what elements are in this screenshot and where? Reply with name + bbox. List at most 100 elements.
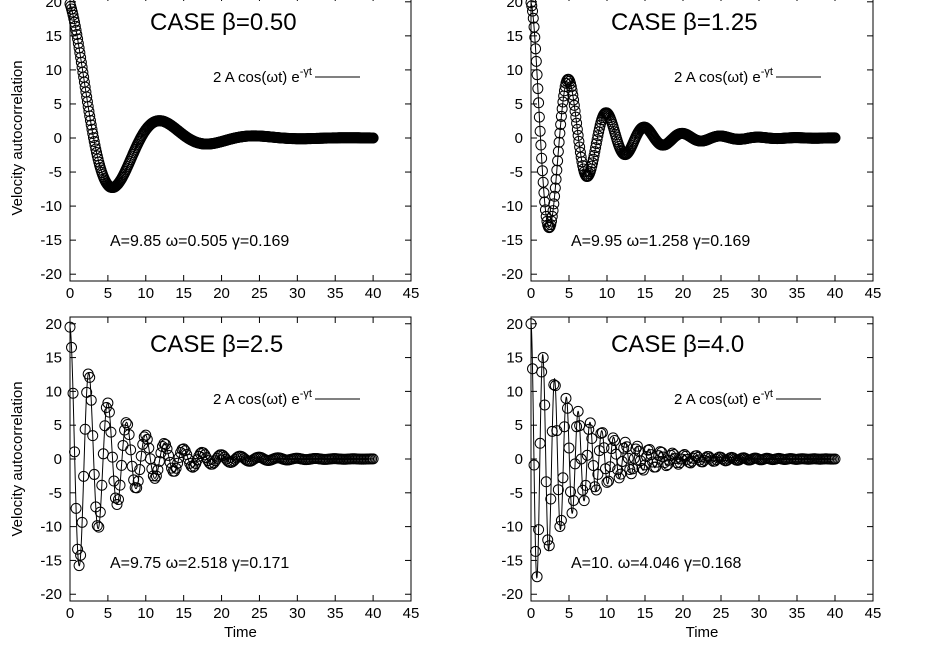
data-point <box>552 484 564 496</box>
data-point <box>528 459 540 471</box>
data-point <box>552 145 564 157</box>
data-point <box>568 494 580 506</box>
y-tick-label: -5 <box>49 164 62 181</box>
data-point <box>590 142 602 154</box>
data-point <box>64 321 76 333</box>
data-point <box>85 394 97 406</box>
data-point <box>666 447 678 459</box>
data-point <box>575 453 587 465</box>
data-point <box>73 560 85 572</box>
fit-curve <box>530 2 835 229</box>
data-point <box>87 127 99 139</box>
data-point <box>76 516 88 528</box>
x-tick-label: 5 <box>104 605 112 622</box>
y-tick-label: 15 <box>506 28 523 45</box>
data-point <box>536 152 548 164</box>
x-tick-label: 5 <box>565 605 573 622</box>
data-point <box>83 105 95 117</box>
x-tick-label: 10 <box>137 285 154 302</box>
data-point <box>571 123 583 135</box>
fit-parameters: A=9.95 ω=1.258 γ=0.169 <box>571 233 750 250</box>
data-point <box>546 210 558 222</box>
data-point <box>547 205 559 217</box>
data-point <box>551 164 563 176</box>
x-tick-label: 10 <box>599 605 616 622</box>
panel-title: CASE β=4.0 <box>611 331 744 358</box>
data-point <box>592 130 604 142</box>
data-point <box>578 495 590 507</box>
data-point <box>531 571 543 583</box>
y-tick-label: 10 <box>45 62 62 79</box>
data-point <box>567 89 579 101</box>
y-tick-label: 0 <box>515 130 523 147</box>
data-point <box>163 449 175 461</box>
data-point <box>69 16 81 28</box>
data-point <box>87 430 99 442</box>
data-point <box>170 462 182 474</box>
data-point <box>622 452 634 464</box>
chart-panel-4: 0 5 10 15 20 25 30 35 40 45 -20 -15 -10 -5 0 5 10 15 20 Tim… <box>501 316 881 641</box>
data-point <box>682 453 694 465</box>
panel-title: CASE β=0.50 <box>150 9 297 36</box>
fit-curve <box>69 327 374 567</box>
chart-panel-3: 0 5 10 15 20 25 30 35 40 45 -20 -15 -10 -5 0 5 10 15 20 Vel… <box>9 316 419 641</box>
x-tick-label: 0 <box>66 605 74 622</box>
data-point <box>72 33 84 45</box>
y-tick-label: -5 <box>510 164 523 181</box>
y-axis-label: Velocity autocorrelation <box>9 60 26 215</box>
x-tick-label: 35 <box>789 605 806 622</box>
data-point <box>69 20 81 32</box>
data-point <box>537 352 549 364</box>
y-tick-label: -5 <box>49 485 62 502</box>
data-point <box>553 136 565 148</box>
data-point <box>637 464 649 476</box>
fit-parameters: A=9.85 ω=0.505 γ=0.169 <box>110 233 289 250</box>
x-tick-label: 20 <box>675 605 692 622</box>
data-point <box>199 449 211 461</box>
data-point <box>126 460 138 472</box>
x-tick-label: 25 <box>713 285 730 302</box>
data-point <box>539 204 551 216</box>
data-point <box>537 176 549 188</box>
data-point <box>534 125 546 137</box>
data-point <box>540 476 552 488</box>
data-point <box>584 417 596 429</box>
data-point <box>627 463 639 475</box>
data-point <box>103 406 115 418</box>
legend-label: 2 A cos(ωt) e-γt <box>674 388 773 408</box>
x-tick-label: 40 <box>827 605 844 622</box>
data-point <box>546 215 558 227</box>
data-point <box>548 379 560 391</box>
data-point <box>106 451 118 463</box>
data-point <box>367 453 379 465</box>
x-tick-label: 30 <box>751 285 768 302</box>
data-point <box>535 139 547 151</box>
y-tick-label: 20 <box>45 316 62 333</box>
y-tick-label: 0 <box>515 451 523 468</box>
y-tick-label: -10 <box>501 519 523 536</box>
fit-parameters: A=9.75 ω=2.518 γ=0.171 <box>110 555 289 572</box>
data-point <box>538 187 550 199</box>
y-tick-label: 5 <box>54 96 62 113</box>
data-point <box>672 458 684 470</box>
y-tick-label: 20 <box>45 0 62 11</box>
y-tick-label: -15 <box>40 552 62 569</box>
y-tick-label: 0 <box>54 130 62 147</box>
data-point <box>587 153 599 165</box>
data-point <box>152 464 164 476</box>
data-point <box>143 442 155 454</box>
data-point <box>533 97 545 109</box>
data-point <box>568 99 580 111</box>
data-point <box>70 24 82 36</box>
data-point <box>99 420 111 432</box>
data-point <box>120 417 132 429</box>
data-point <box>542 534 554 546</box>
y-axis-label: Velocity autocorrelation <box>9 381 26 536</box>
data-point <box>75 549 87 561</box>
data-point <box>554 127 566 139</box>
data-point <box>68 13 80 25</box>
data-point <box>534 437 546 449</box>
x-axis-label: Time <box>686 624 719 641</box>
data-point <box>590 138 602 150</box>
